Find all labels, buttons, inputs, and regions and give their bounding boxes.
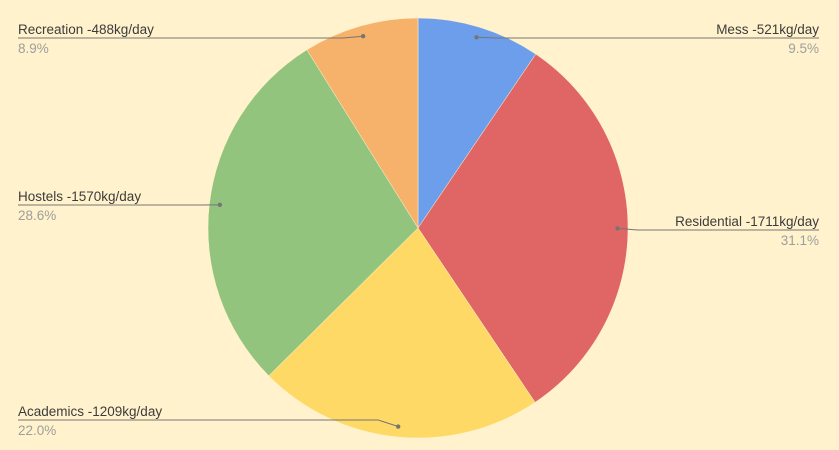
slice-percent-0: 9.5% — [788, 41, 819, 56]
slice-percent-2: 22.0% — [18, 423, 56, 438]
leader-dot-0 — [474, 35, 479, 40]
leader-line-1 — [617, 227, 819, 231]
pie-slice-2 — [268, 227, 536, 439]
slice-label-3: Hostels -1570kg/day — [18, 189, 141, 204]
leader-dot-1 — [615, 226, 620, 231]
slice-label-2: Academics -1209kg/day — [18, 404, 162, 419]
slice-label-0: Mess -521kg/day — [716, 22, 819, 37]
leader-dot-2 — [396, 424, 401, 429]
pie-slice-1 — [417, 53, 629, 403]
pie-slice-0 — [417, 17, 537, 229]
leader-dot-4 — [360, 34, 366, 39]
pie-slice-3 — [207, 49, 419, 377]
leader-line-0 — [476, 36, 819, 39]
pie-slice-4 — [306, 17, 419, 229]
leader-line-2 — [18, 419, 399, 427]
slice-label-1: Residential -1711kg/day — [675, 214, 819, 229]
slice-percent-4: 8.9% — [18, 41, 49, 56]
slice-percent-3: 28.6% — [18, 208, 56, 223]
leader-dot-3 — [217, 202, 223, 208]
slice-label-4: Recreation -488kg/day — [18, 22, 154, 37]
leader-line-4 — [18, 35, 364, 39]
slice-percent-1: 31.1% — [781, 233, 819, 248]
